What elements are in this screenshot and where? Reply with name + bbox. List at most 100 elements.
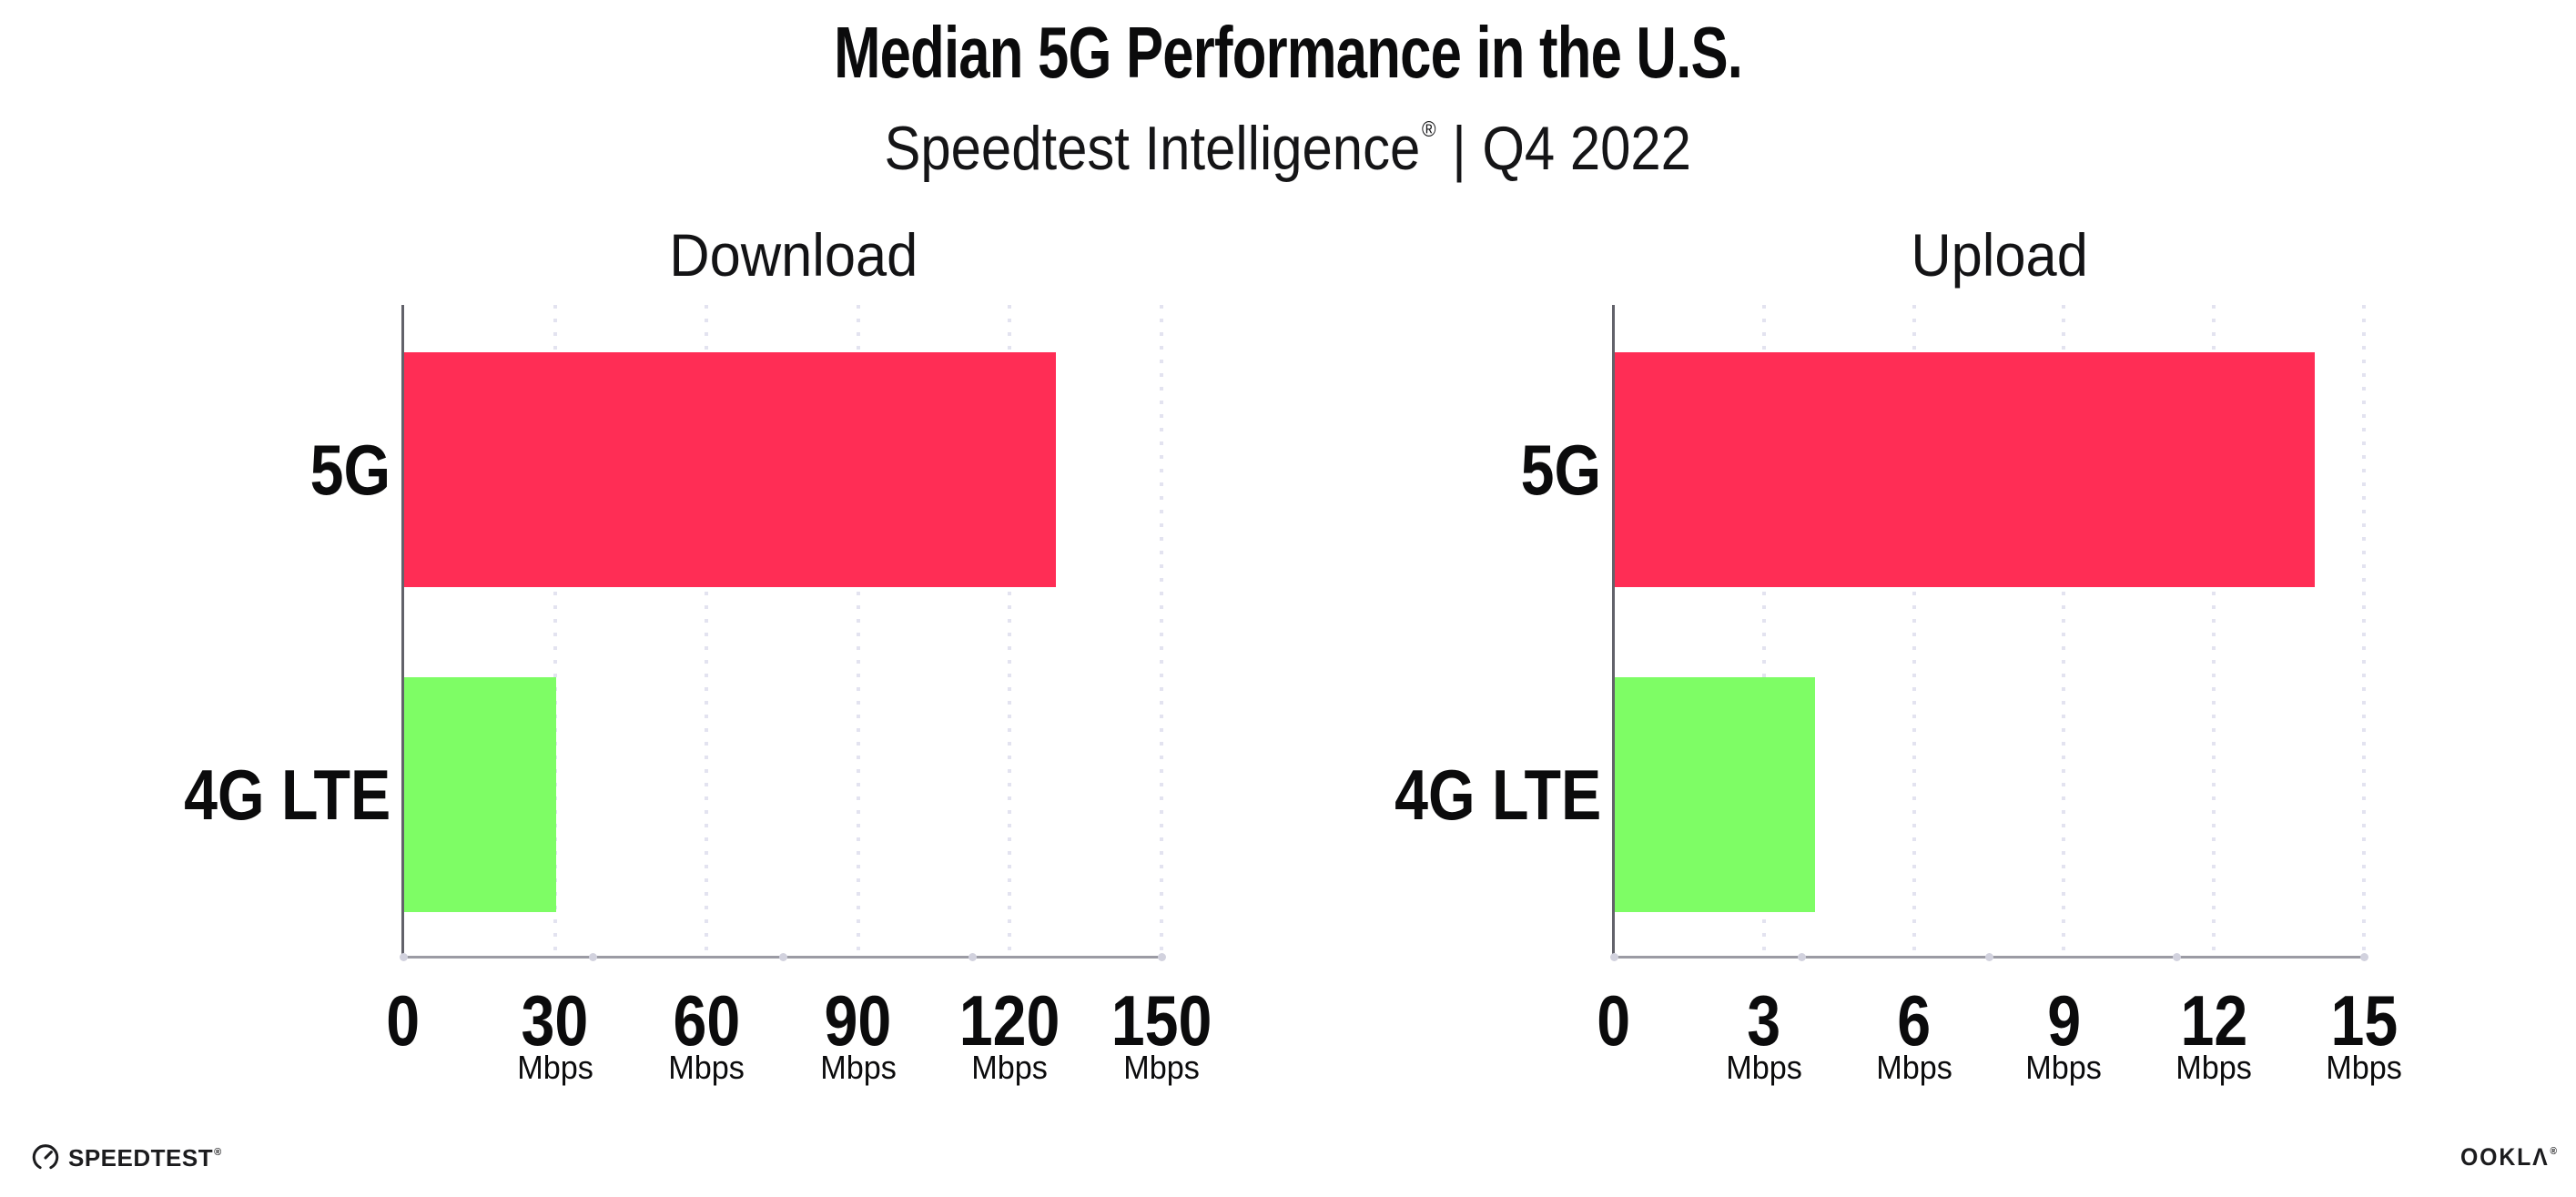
xtick-upload-9: 9: [1927, 981, 2200, 1060]
subtitle-period: Q4 2022: [1482, 114, 1692, 183]
page-subtitle-text: Speedtest Intelligence® | Q4 2022: [885, 95, 1692, 184]
xtick-unit-upload-15-text: Mbps: [2326, 1049, 2402, 1086]
xtick-upload-3: 3: [1628, 981, 1901, 1060]
xtick-download-150-text: 150: [1111, 980, 1212, 1060]
xtick-download-0: 0: [267, 981, 540, 1060]
ookla-logo: OOKLΛ®: [2460, 1141, 2567, 1172]
xtick-unit-upload-12: Mbps: [2077, 1049, 2350, 1087]
xtick-unit-download-90-text: Mbps: [819, 1049, 897, 1086]
download-bar-4g-lte: [404, 677, 556, 912]
x-axis-dot-download-0: [400, 953, 408, 961]
xtick-download-120: 120: [873, 981, 1146, 1060]
xtick-unit-download-60: Mbps: [570, 1049, 843, 1087]
registered-mark: ®: [1422, 117, 1436, 142]
gridline-upload-6: [1912, 305, 1916, 956]
xtick-download-90-text: 90: [824, 980, 892, 1060]
category-label-upload-4g-lte-text: 4G LTE: [1394, 755, 1601, 835]
chart-title-download-text: Download: [669, 221, 918, 289]
subtitle-separator: |: [1452, 114, 1467, 183]
y-axis-download: [401, 305, 404, 958]
xtick-download-0-text: 0: [386, 980, 421, 1060]
gridline-download-60: [705, 305, 709, 956]
xtick-unit-download-90: Mbps: [722, 1049, 995, 1087]
xtick-upload-12: 12: [2077, 981, 2350, 1060]
xtick-unit-upload-9: Mbps: [1927, 1049, 2200, 1087]
xtick-unit-download-120: Mbps: [873, 1049, 1146, 1087]
gridline-download-120: [1008, 305, 1012, 956]
category-label-upload-5g-text: 5G: [1520, 430, 1601, 510]
subtitle-brand: Speedtest Intelligence: [884, 114, 1421, 183]
x-axis-dot-download-3: [968, 953, 977, 961]
xtick-upload-6: 6: [1778, 981, 2051, 1060]
x-axis-dot-upload-0: [1610, 953, 1618, 961]
gridline-download-30: [553, 305, 557, 956]
xtick-unit-upload-6-text: Mbps: [1875, 1049, 1952, 1086]
x-axis-dot-upload-4: [2360, 953, 2368, 961]
category-label-upload-5g: 5G: [1237, 417, 1601, 522]
chart-title-download: Download: [414, 221, 1172, 289]
xtick-download-30-text: 30: [521, 980, 589, 1060]
xtick-unit-upload-6: Mbps: [1778, 1049, 2051, 1087]
upload-bar-4g-lte: [1615, 677, 1815, 912]
speedtest-wordmark: SPEEDTEST®: [68, 1144, 222, 1172]
xtick-unit-download-120-text: Mbps: [971, 1049, 1049, 1086]
xtick-upload-0: 0: [1477, 981, 1750, 1060]
xtick-upload-6-text: 6: [1897, 980, 1932, 1060]
x-axis-dot-download-2: [778, 953, 787, 961]
x-axis-dot-upload-3: [2173, 953, 2181, 961]
xtick-unit-download-150-text: Mbps: [1123, 1049, 1200, 1086]
page-title: Median 5G Performance in the U.S.: [0, 13, 2576, 93]
download-bar-5g: [404, 352, 1057, 587]
xtick-unit-upload-15: Mbps: [2227, 1049, 2500, 1087]
speedtest-gauge-icon: [32, 1144, 59, 1170]
xtick-unit-download-60-text: Mbps: [668, 1049, 745, 1086]
gridline-upload-3: [1761, 305, 1766, 956]
x-axis-dot-upload-2: [1985, 953, 1993, 961]
ookla-wordmark: OOKLΛ®: [2460, 1143, 2559, 1172]
xtick-upload-0-text: 0: [1597, 980, 1631, 1060]
gridline-download-90: [856, 305, 860, 956]
category-label-download-4g-lte: 4G LTE: [26, 742, 390, 847]
xtick-upload-15: 15: [2227, 981, 2500, 1060]
xtick-unit-download-150: Mbps: [1025, 1049, 1298, 1087]
xtick-unit-upload-3-text: Mbps: [1725, 1049, 1802, 1086]
xtick-upload-9-text: 9: [2046, 980, 2081, 1060]
chart-title-upload-text: Upload: [1911, 221, 2089, 289]
gridline-upload-12: [2212, 305, 2216, 956]
xtick-download-120-text: 120: [959, 980, 1060, 1060]
page-subtitle: Speedtest Intelligence® | Q4 2022: [0, 95, 2576, 184]
category-label-upload-4g-lte: 4G LTE: [1237, 742, 1601, 847]
xtick-download-60: 60: [570, 981, 843, 1060]
x-axis-dot-upload-1: [1798, 953, 1806, 961]
xtick-unit-upload-12-text: Mbps: [2175, 1049, 2253, 1086]
category-label-download-5g: 5G: [26, 417, 390, 522]
xtick-upload-12-text: 12: [2180, 980, 2248, 1060]
xtick-download-60-text: 60: [673, 980, 741, 1060]
speedtest-logo: SPEEDTEST®: [31, 1141, 222, 1174]
gridline-download-150: [1160, 305, 1163, 956]
gridline-upload-9: [2062, 305, 2066, 956]
x-axis-dot-download-4: [1158, 953, 1166, 961]
ookla-registered-mark: ®: [2550, 1145, 2559, 1157]
xtick-upload-3-text: 3: [1747, 980, 1781, 1060]
xtick-unit-download-30: Mbps: [419, 1049, 692, 1087]
xtick-unit-upload-9-text: Mbps: [2025, 1049, 2103, 1086]
speedtest-registered-mark: ®: [214, 1146, 222, 1158]
xtick-download-30: 30: [419, 981, 692, 1060]
gridline-upload-15: [2362, 305, 2366, 956]
category-label-download-5g-text: 5G: [309, 430, 390, 510]
xtick-download-90: 90: [722, 981, 995, 1060]
xtick-unit-upload-3: Mbps: [1628, 1049, 1901, 1087]
upload-bar-5g: [1615, 352, 2316, 587]
xtick-download-150: 150: [1025, 981, 1298, 1060]
ookla-wordmark-text: OOKLΛ: [2460, 1142, 2550, 1171]
speedtest-wordmark-text: SPEEDTEST: [68, 1143, 214, 1172]
x-axis-dot-download-1: [589, 953, 598, 961]
xtick-unit-download-30-text: Mbps: [516, 1049, 593, 1086]
chart-title-upload: Upload: [1625, 221, 2375, 289]
y-axis-upload: [1612, 305, 1615, 958]
page-title-text: Median 5G Performance in the U.S.: [833, 12, 1743, 93]
